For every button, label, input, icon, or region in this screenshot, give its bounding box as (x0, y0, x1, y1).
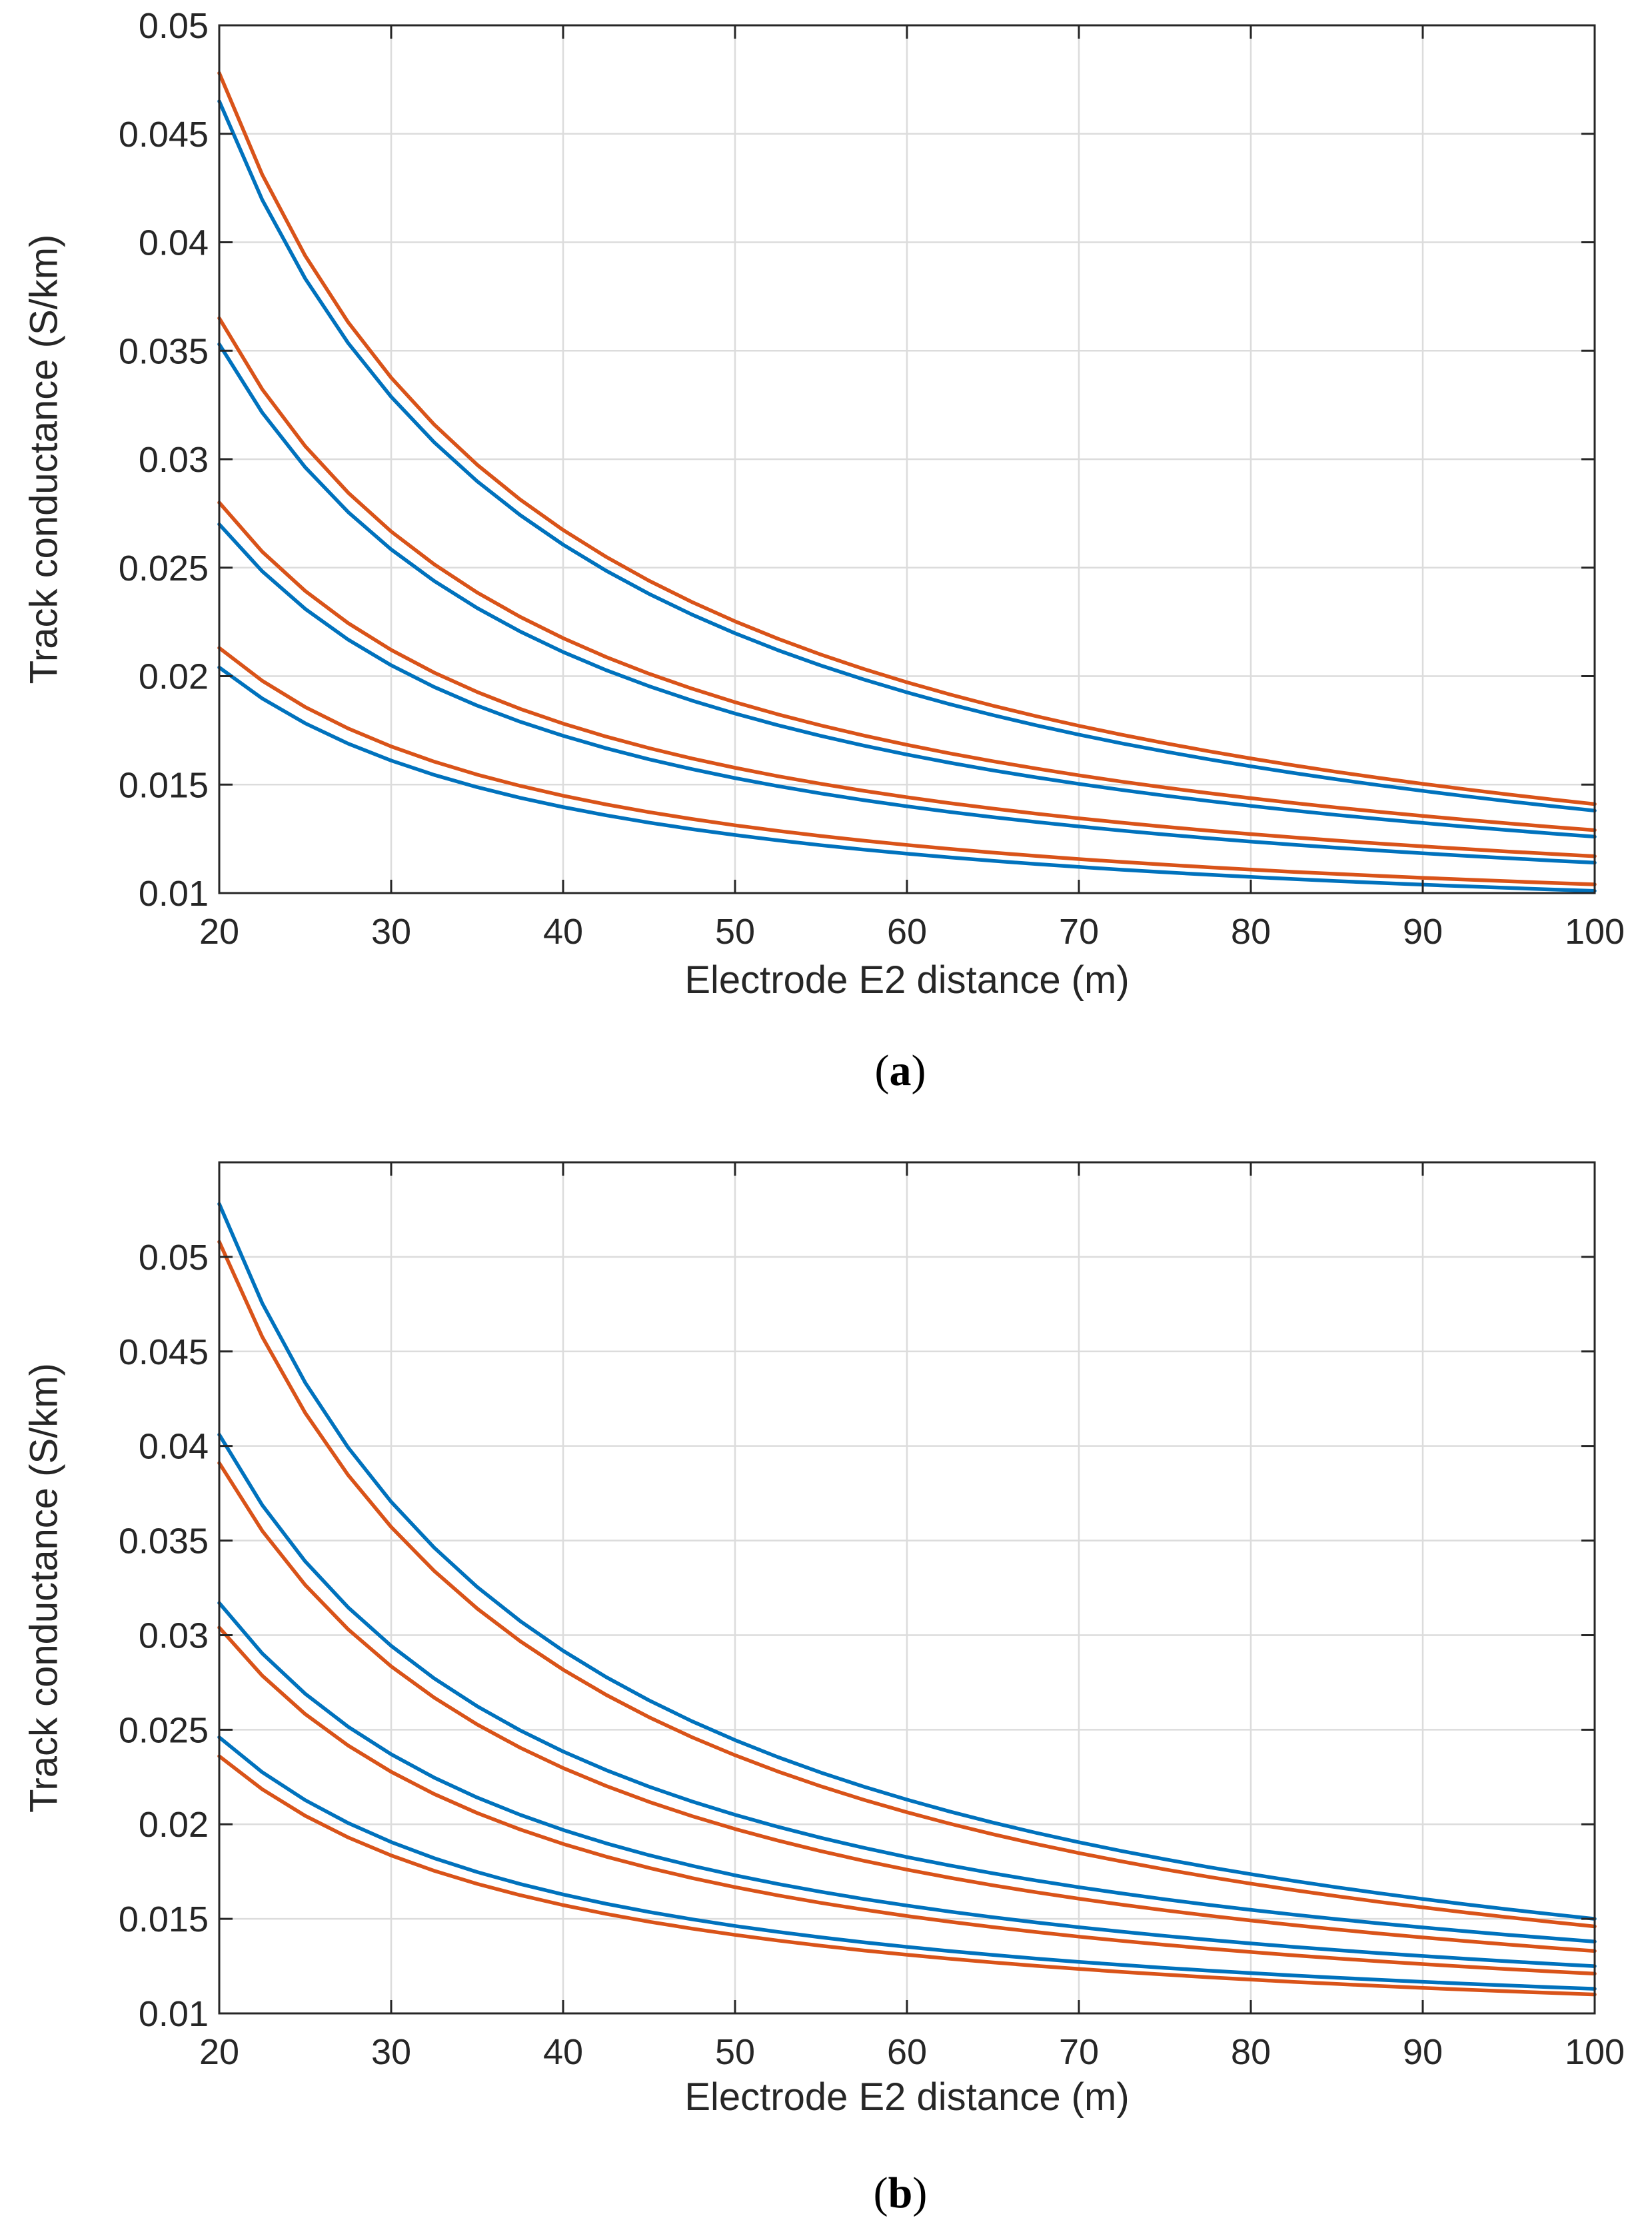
series-line-b-blue-3 (217, 1601, 1597, 1968)
chart-a: 20 30 40 50 60 70 80 90 100 0.01 0.015 0.02 0.025 0.0… (22, 6, 1625, 1095)
series-line-a-blue-4 (217, 665, 1597, 893)
x-tick-label-a-5: 70 (1059, 912, 1099, 952)
x-tick-label-a-4: 60 (887, 912, 927, 952)
caption-b: (b) (874, 2169, 928, 2217)
y-tick-label-a-8: 0.05 (139, 6, 209, 46)
y-axis-label-a: Track conductance (S/km) (22, 235, 65, 684)
series-line-a-orange-4 (217, 646, 1597, 886)
caption-open-paren-b: ( (874, 2169, 888, 2217)
series-line-b-orange-3 (217, 1626, 1597, 1976)
series-line-b-blue-2 (217, 1432, 1597, 1943)
x-tick-label-b-4: 60 (887, 2032, 927, 2072)
caption-close-paren-a: ) (912, 1046, 926, 1095)
chart-b: 20 30 40 50 60 70 80 90 100 0.01 0.015 0.02 0.025 0.0… (22, 1161, 1625, 2217)
series-line-a-blue-1 (217, 99, 1597, 813)
caption-close-paren-b: ) (912, 2169, 927, 2217)
ticks-b: 20 30 40 50 60 70 80 90 100 0.01 0.015 0.02 0.025 0.0… (119, 1162, 1625, 2072)
series-group-a (217, 71, 1597, 893)
series-group-b (217, 1202, 1597, 1997)
series-line-a-blue-3 (217, 522, 1597, 865)
y-tick-label-a-4: 0.03 (139, 440, 209, 480)
series-line-a-orange-1 (217, 71, 1597, 806)
y-tick-label-b-6: 0.04 (139, 1427, 209, 1467)
x-tick-label-b-8: 100 (1565, 2032, 1625, 2072)
caption-letter-b: b (888, 2169, 913, 2217)
caption-letter-a: a (890, 1046, 912, 1095)
y-tick-label-b-3: 0.025 (119, 1710, 209, 1750)
y-tick-label-b-7: 0.045 (119, 1332, 209, 1372)
grid-b (218, 1162, 1596, 2015)
y-tick-label-a-7: 0.045 (119, 115, 209, 155)
x-axis-label-b: Electrode E2 distance (m) (684, 2075, 1129, 2119)
x-tick-label-a-1: 30 (371, 912, 411, 952)
series-line-b-orange-4 (217, 1754, 1597, 1997)
x-tick-label-b-3: 50 (715, 2032, 755, 2072)
y-tick-label-b-5: 0.035 (119, 1522, 209, 1562)
grid-a (218, 24, 1596, 894)
figure-panel-a: 20 30 40 50 60 70 80 90 100 0.01 0.015 0.02 0.025 0.0… (22, 6, 1625, 1095)
y-tick-label-a-5: 0.035 (119, 331, 209, 371)
y-tick-label-a-6: 0.04 (139, 223, 209, 263)
y-tick-label-b-4: 0.03 (139, 1616, 209, 1656)
y-tick-label-b-2: 0.02 (139, 1805, 209, 1845)
x-tick-label-b-1: 30 (371, 2032, 411, 2072)
figure-panel-b: 20 30 40 50 60 70 80 90 100 0.01 0.015 0.02 0.025 0.0… (0, 1117, 1652, 2234)
x-tick-label-a-3: 50 (715, 912, 755, 952)
caption-a: (a) (875, 1046, 926, 1095)
series-line-a-orange-2 (217, 316, 1597, 832)
y-tick-label-b-0: 0.01 (139, 1994, 209, 2034)
series-line-b-blue-1 (217, 1202, 1597, 1921)
x-tick-label-b-2: 40 (543, 2032, 583, 2072)
series-line-b-orange-2 (217, 1461, 1597, 1953)
series-line-b-blue-4 (217, 1735, 1597, 1991)
x-tick-label-a-8: 100 (1565, 912, 1625, 952)
y-axis-label-b: Track conductance (S/km) (22, 1363, 65, 1813)
caption-open-paren-a: ( (875, 1046, 890, 1095)
x-tick-label-a-7: 90 (1403, 912, 1443, 952)
y-tick-label-a-2: 0.02 (139, 657, 209, 697)
x-tick-label-a-2: 40 (543, 912, 583, 952)
series-line-b-orange-1 (217, 1240, 1597, 1929)
y-tick-label-b-1: 0.015 (119, 1899, 209, 1939)
x-tick-label-a-0: 20 (199, 912, 239, 952)
x-tick-label-a-6: 80 (1231, 912, 1271, 952)
ticks-a: 20 30 40 50 60 70 80 90 100 0.01 0.015 0.02 0.025 0.0… (119, 6, 1625, 952)
y-tick-label-a-3: 0.025 (119, 549, 209, 588)
series-line-a-blue-2 (217, 342, 1597, 839)
x-axis-label-a: Electrode E2 distance (m) (684, 958, 1129, 1002)
x-tick-label-b-6: 80 (1231, 2032, 1271, 2072)
x-tick-label-b-0: 20 (199, 2032, 239, 2072)
y-tick-label-b-8: 0.05 (139, 1238, 209, 1278)
y-tick-label-a-1: 0.015 (119, 765, 209, 805)
x-tick-label-b-7: 90 (1403, 2032, 1443, 2072)
series-line-a-orange-3 (217, 501, 1597, 858)
y-tick-label-a-0: 0.01 (139, 874, 209, 914)
x-tick-label-b-5: 70 (1059, 2032, 1099, 2072)
